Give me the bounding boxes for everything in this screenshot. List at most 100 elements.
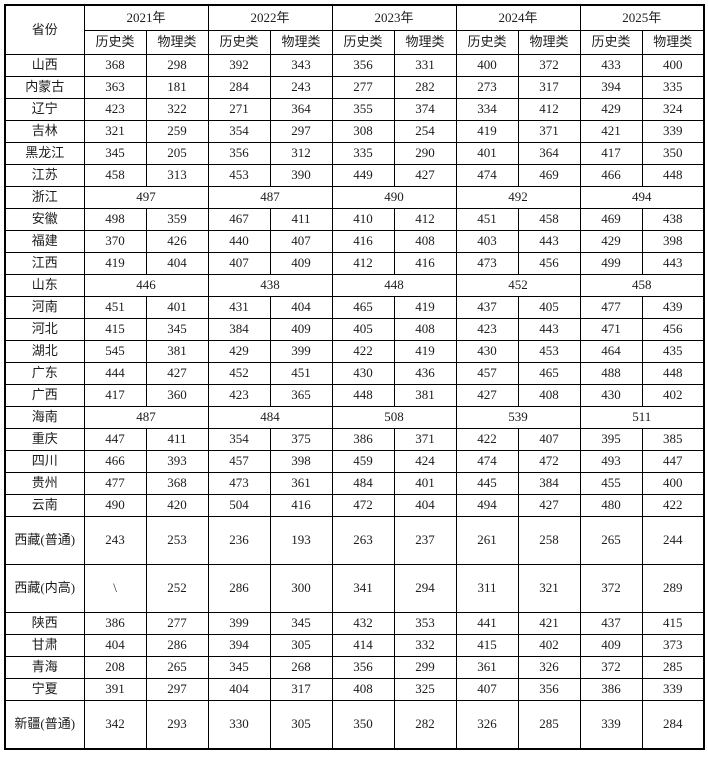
- cell-score: 407: [207, 252, 271, 275]
- cell-score: 390: [269, 164, 333, 187]
- table-row: 湖北 545 381 429 399 422 419 430 453 464 435: [4, 340, 705, 363]
- cell-score: 282: [393, 76, 457, 99]
- cell-score: 311: [455, 564, 519, 613]
- cell-province: 江西: [4, 252, 85, 275]
- cell-province: 福建: [4, 230, 85, 253]
- cell-score: 339: [579, 700, 643, 749]
- cell-score: 404: [269, 296, 333, 319]
- cell-score: 381: [393, 384, 457, 407]
- cell-score: 415: [455, 634, 519, 657]
- cell-score: 408: [393, 230, 457, 253]
- cell-score: 404: [393, 494, 457, 517]
- cell-score: 400: [641, 472, 705, 495]
- table-row: 山西 368 298 392 343 356 331 400 372 433 400: [4, 54, 705, 77]
- cell-score: 427: [455, 384, 519, 407]
- table-row: 河南 451 401 431 404 465 419 437 405 477 439: [4, 296, 705, 319]
- cell-score: 407: [517, 428, 581, 451]
- year-header-3: 2023年: [331, 4, 457, 31]
- cell-score: 356: [331, 656, 395, 679]
- cell-score: 499: [579, 252, 643, 275]
- table-body: 山西 368 298 392 343 356 331 400 372 433 400 内蒙古 363 18…: [4, 54, 705, 749]
- physics-subheader: 物理类: [393, 30, 457, 55]
- table-row: 河北 415 345 384 409 405 408 423 443 471 456: [4, 318, 705, 341]
- cell-score: 339: [641, 678, 705, 701]
- cell-score: 456: [517, 252, 581, 275]
- cell-score-merged: 487: [207, 186, 333, 209]
- cell-province: 广东: [4, 362, 85, 385]
- cell-score: 469: [517, 164, 581, 187]
- cell-score: 435: [641, 340, 705, 363]
- cell-score: 285: [517, 700, 581, 749]
- cell-score: 324: [641, 98, 705, 121]
- cell-score-merged: 490: [331, 186, 457, 209]
- cell-score: 427: [393, 164, 457, 187]
- cell-score: 371: [517, 120, 581, 143]
- cell-score: 422: [331, 340, 395, 363]
- cell-score: 282: [393, 700, 457, 749]
- cell-province: 内蒙古: [4, 76, 85, 99]
- cell-score: 335: [331, 142, 395, 165]
- cell-score: 290: [393, 142, 457, 165]
- history-subheader: 历史类: [331, 30, 395, 55]
- cell-score: 415: [641, 612, 705, 635]
- cell-score: 273: [455, 76, 519, 99]
- cell-score: 493: [579, 450, 643, 473]
- physics-subheader: 物理类: [269, 30, 333, 55]
- cell-score: 252: [145, 564, 209, 613]
- cell-score: 208: [83, 656, 147, 679]
- cell-score: 400: [455, 54, 519, 77]
- cell-score: 361: [455, 656, 519, 679]
- cell-score: 416: [269, 494, 333, 517]
- cell-score: 243: [269, 76, 333, 99]
- cell-score: 404: [145, 252, 209, 275]
- cell-province: 山西: [4, 54, 85, 77]
- cell-score: 419: [393, 296, 457, 319]
- table-row: 贵州 477 368 473 361 484 401 445 384 455 400: [4, 472, 705, 495]
- cell-score-merged: 497: [83, 186, 209, 209]
- cell-score: 419: [83, 252, 147, 275]
- history-subheader: 历史类: [207, 30, 271, 55]
- cell-score: 472: [331, 494, 395, 517]
- cell-score: 350: [331, 700, 395, 749]
- cell-score: 456: [641, 318, 705, 341]
- cell-score: 305: [269, 700, 333, 749]
- cell-score: 286: [145, 634, 209, 657]
- table-row: 宁夏 391 297 404 317 408 325 407 356 386 339: [4, 678, 705, 701]
- cell-score: 417: [83, 384, 147, 407]
- cell-score: 330: [207, 700, 271, 749]
- cell-score: 285: [641, 656, 705, 679]
- cell-score: 423: [455, 318, 519, 341]
- table-row: 山东 446 438 448 452 458: [4, 274, 705, 297]
- cell-score: 407: [455, 678, 519, 701]
- cell-score: 405: [517, 296, 581, 319]
- cell-score: 471: [579, 318, 643, 341]
- history-subheader: 历史类: [579, 30, 643, 55]
- cell-score: 422: [641, 494, 705, 517]
- cell-score: 427: [517, 494, 581, 517]
- cell-score: 297: [145, 678, 209, 701]
- cell-score: 430: [331, 362, 395, 385]
- cell-score-merged: 492: [455, 186, 581, 209]
- cell-score: 259: [145, 120, 209, 143]
- cell-score: 423: [83, 98, 147, 121]
- cell-score: 386: [579, 678, 643, 701]
- cell-score: 433: [579, 54, 643, 77]
- cell-score: 325: [393, 678, 457, 701]
- cell-province: 西藏(内高): [4, 564, 85, 613]
- cell-province: 吉林: [4, 120, 85, 143]
- table-row: 辽宁 423 322 271 364 355 374 334 412 429 324: [4, 98, 705, 121]
- cell-province: 浙江: [4, 186, 85, 209]
- cell-score: 465: [517, 362, 581, 385]
- cell-score: 399: [269, 340, 333, 363]
- cell-score: 392: [207, 54, 271, 77]
- cell-score: 350: [641, 142, 705, 165]
- cell-score: 447: [641, 450, 705, 473]
- cell-province: 四川: [4, 450, 85, 473]
- cell-score: 469: [579, 208, 643, 231]
- cell-province: 陕西: [4, 612, 85, 635]
- cell-score: 385: [641, 428, 705, 451]
- cell-score: 443: [517, 318, 581, 341]
- table-row: 青海 208 265 345 268 356 299 361 326 372 285: [4, 656, 705, 679]
- cell-score: 370: [83, 230, 147, 253]
- cell-score: 300: [269, 564, 333, 613]
